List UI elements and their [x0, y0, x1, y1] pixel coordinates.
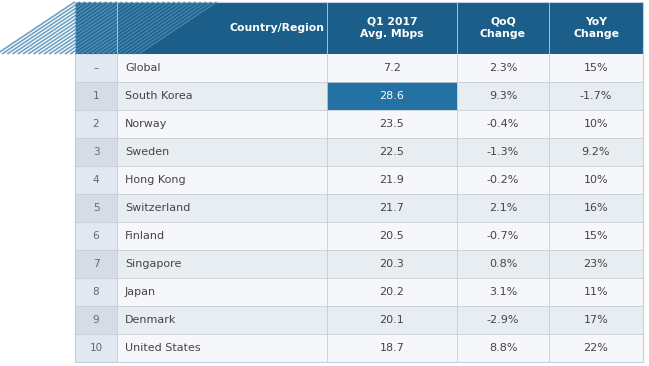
Text: 9.3%: 9.3%	[489, 91, 517, 101]
Text: 1: 1	[93, 91, 99, 101]
Text: Country/Region: Country/Region	[230, 23, 325, 33]
Bar	[75, 138, 117, 166]
Text: Switzerland: Switzerland	[125, 203, 190, 213]
Bar	[75, 194, 117, 222]
Text: Sweden: Sweden	[125, 147, 169, 157]
Text: Norway: Norway	[125, 119, 167, 129]
Bar	[75, 334, 643, 362]
Text: 16%: 16%	[583, 203, 608, 213]
Text: 7: 7	[93, 259, 99, 269]
Text: 20.3: 20.3	[380, 259, 404, 269]
Text: 2.3%: 2.3%	[489, 63, 517, 73]
Text: 9: 9	[93, 315, 99, 325]
Text: -0.2%: -0.2%	[487, 175, 519, 185]
Text: -1.3%: -1.3%	[487, 147, 519, 157]
Text: 10%: 10%	[583, 175, 608, 185]
Text: 2: 2	[93, 119, 99, 129]
Text: 20.5: 20.5	[380, 231, 404, 241]
Text: 6: 6	[93, 231, 99, 241]
Text: South Korea: South Korea	[125, 91, 193, 101]
Bar	[75, 306, 117, 334]
Text: 3: 3	[93, 147, 99, 157]
Bar	[457, 2, 549, 54]
Bar	[327, 82, 457, 110]
Bar	[75, 306, 643, 334]
Text: 15%: 15%	[583, 63, 608, 73]
Text: 11%: 11%	[583, 287, 608, 297]
Text: -1.7%: -1.7%	[580, 91, 612, 101]
Bar	[75, 82, 643, 110]
Text: Singapore: Singapore	[125, 259, 181, 269]
Bar	[75, 278, 643, 306]
Text: 7.2: 7.2	[383, 63, 401, 73]
Text: Finland: Finland	[125, 231, 165, 241]
Bar	[75, 110, 117, 138]
Text: –: –	[93, 63, 99, 73]
Text: 10%: 10%	[583, 119, 608, 129]
Text: 4: 4	[93, 175, 99, 185]
Text: 0.8%: 0.8%	[489, 259, 517, 269]
Text: YoY
Change: YoY Change	[573, 16, 619, 40]
Text: 23%: 23%	[583, 259, 608, 269]
Bar	[75, 250, 117, 278]
Text: -0.4%: -0.4%	[487, 119, 519, 129]
Bar	[75, 194, 643, 222]
Text: 3.1%: 3.1%	[489, 287, 517, 297]
Text: 8: 8	[93, 287, 99, 297]
Text: United States: United States	[125, 343, 201, 353]
Text: 28.6: 28.6	[380, 91, 404, 101]
Bar	[75, 250, 643, 278]
Bar	[75, 166, 643, 194]
Text: 20.2: 20.2	[380, 287, 404, 297]
Bar	[117, 2, 327, 54]
Text: Hong Kong: Hong Kong	[125, 175, 186, 185]
Bar	[75, 222, 643, 250]
Bar	[75, 54, 117, 82]
Bar	[75, 82, 117, 110]
Bar	[75, 334, 117, 362]
Text: 20.1: 20.1	[380, 315, 404, 325]
Text: Q1 2017
Avg. Mbps: Q1 2017 Avg. Mbps	[360, 16, 424, 40]
Text: 23.5: 23.5	[380, 119, 404, 129]
Text: -0.7%: -0.7%	[487, 231, 519, 241]
Text: 8.8%: 8.8%	[489, 343, 517, 353]
Bar	[75, 110, 643, 138]
Text: Japan: Japan	[125, 287, 156, 297]
Text: 22.5: 22.5	[380, 147, 404, 157]
Bar	[75, 2, 117, 54]
Text: 9.2%: 9.2%	[582, 147, 610, 157]
Text: Denmark: Denmark	[125, 315, 177, 325]
Bar	[327, 2, 457, 54]
Text: 17%: 17%	[583, 315, 608, 325]
Text: 21.9: 21.9	[380, 175, 404, 185]
Text: Global: Global	[125, 63, 160, 73]
Text: QoQ
Change: QoQ Change	[480, 16, 526, 40]
Bar	[75, 166, 117, 194]
Bar	[75, 54, 643, 82]
Bar	[75, 278, 117, 306]
Bar	[75, 138, 643, 166]
Text: 15%: 15%	[583, 231, 608, 241]
Text: 22%: 22%	[583, 343, 609, 353]
Text: -2.9%: -2.9%	[487, 315, 519, 325]
Bar	[75, 2, 643, 362]
Text: 21.7: 21.7	[380, 203, 404, 213]
Bar	[75, 222, 117, 250]
Text: 18.7: 18.7	[380, 343, 404, 353]
Text: 10: 10	[90, 343, 103, 353]
Text: 2.1%: 2.1%	[489, 203, 517, 213]
Text: 5: 5	[93, 203, 99, 213]
Bar	[549, 2, 643, 54]
